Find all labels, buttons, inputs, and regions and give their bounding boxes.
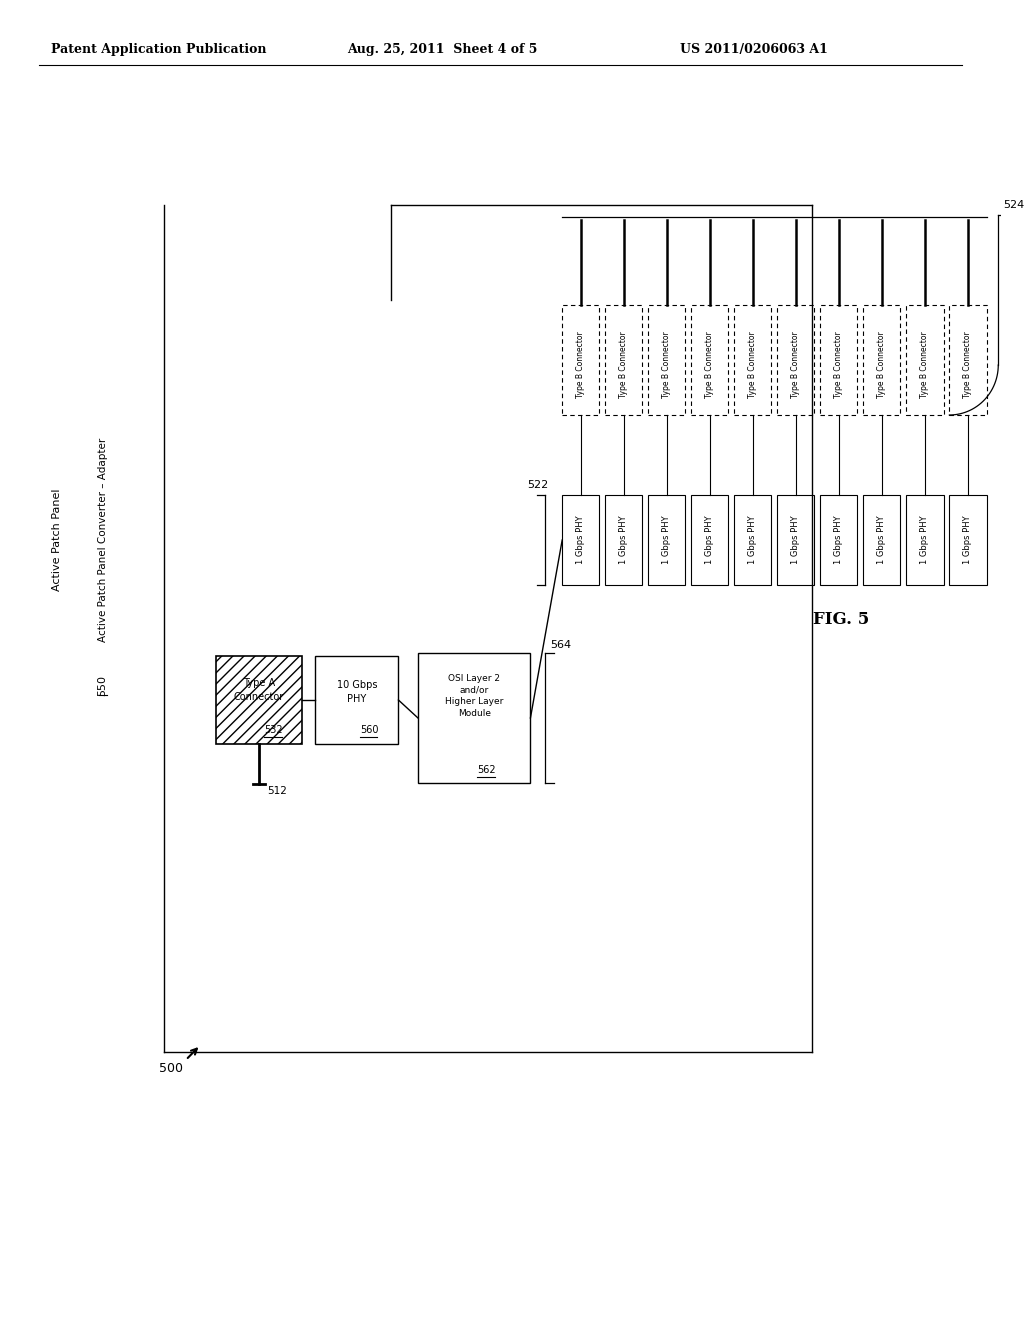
Text: 532: 532 [264, 725, 283, 735]
Bar [820, 305, 857, 414]
Bar [863, 495, 900, 585]
Text: 1 Gbps PHY: 1 Gbps PHY [835, 516, 844, 565]
Bar [562, 495, 599, 585]
Text: 1 Gbps PHY: 1 Gbps PHY [921, 516, 930, 565]
Text: Type B Connector: Type B Connector [964, 331, 973, 399]
Text: 1 Gbps PHY: 1 Gbps PHY [706, 516, 715, 565]
Text: Type B Connector: Type B Connector [620, 331, 629, 399]
Bar [734, 495, 771, 585]
Text: Type B Connector: Type B Connector [921, 331, 930, 399]
Text: 522: 522 [527, 480, 548, 490]
Text: 512: 512 [267, 785, 287, 796]
Text: 500: 500 [159, 1061, 183, 1074]
Bar [562, 305, 599, 414]
Text: 10 Gbps
PHY: 10 Gbps PHY [337, 680, 377, 704]
Text: Type A
Connector: Type A Connector [233, 678, 285, 702]
Text: Type B Connector: Type B Connector [749, 331, 758, 399]
Text: Type B Connector: Type B Connector [835, 331, 844, 399]
Bar [906, 495, 943, 585]
Bar [949, 305, 986, 414]
Bar [216, 656, 302, 744]
Text: Patent Application Publication: Patent Application Publication [51, 44, 266, 57]
Text: Type B Connector: Type B Connector [577, 331, 586, 399]
Text: OSI Layer 2
and/or
Higher Layer
Module: OSI Layer 2 and/or Higher Layer Module [445, 673, 504, 718]
Text: 1 Gbps PHY: 1 Gbps PHY [663, 516, 672, 565]
Text: Type B Connector: Type B Connector [663, 331, 672, 399]
Bar [418, 653, 530, 783]
Bar [216, 656, 302, 744]
Bar [734, 305, 771, 414]
Text: Type B Connector: Type B Connector [706, 331, 715, 399]
Text: 1 Gbps PHY: 1 Gbps PHY [792, 516, 801, 565]
Text: 562: 562 [477, 766, 496, 775]
Text: 1 Gbps PHY: 1 Gbps PHY [620, 516, 629, 565]
Bar [906, 305, 943, 414]
Text: 560: 560 [359, 725, 378, 735]
Text: Type B Connector: Type B Connector [878, 331, 887, 399]
Text: 550: 550 [97, 675, 108, 696]
Text: 564: 564 [551, 640, 571, 649]
Text: 524: 524 [1004, 201, 1024, 210]
Text: Aug. 25, 2011  Sheet 4 of 5: Aug. 25, 2011 Sheet 4 of 5 [347, 44, 538, 57]
Text: 1 Gbps PHY: 1 Gbps PHY [964, 516, 973, 565]
Bar [777, 305, 814, 414]
Bar [820, 495, 857, 585]
Text: 1 Gbps PHY: 1 Gbps PHY [749, 516, 758, 565]
Bar [648, 305, 685, 414]
Bar [605, 305, 642, 414]
Bar [605, 495, 642, 585]
Bar [691, 305, 728, 414]
Text: Active Patch Panel Converter – Adapter: Active Patch Panel Converter – Adapter [97, 438, 108, 642]
Bar [315, 656, 398, 744]
Bar [648, 495, 685, 585]
Text: Type B Connector: Type B Connector [792, 331, 801, 399]
Text: Active Patch Panel: Active Patch Panel [51, 488, 61, 591]
Bar [691, 495, 728, 585]
Bar [777, 495, 814, 585]
Text: US 2011/0206063 A1: US 2011/0206063 A1 [680, 44, 827, 57]
Text: FIG. 5: FIG. 5 [813, 611, 869, 628]
Bar [863, 305, 900, 414]
Text: 1 Gbps PHY: 1 Gbps PHY [577, 516, 586, 565]
Text: 1 Gbps PHY: 1 Gbps PHY [878, 516, 887, 565]
Bar [949, 495, 986, 585]
